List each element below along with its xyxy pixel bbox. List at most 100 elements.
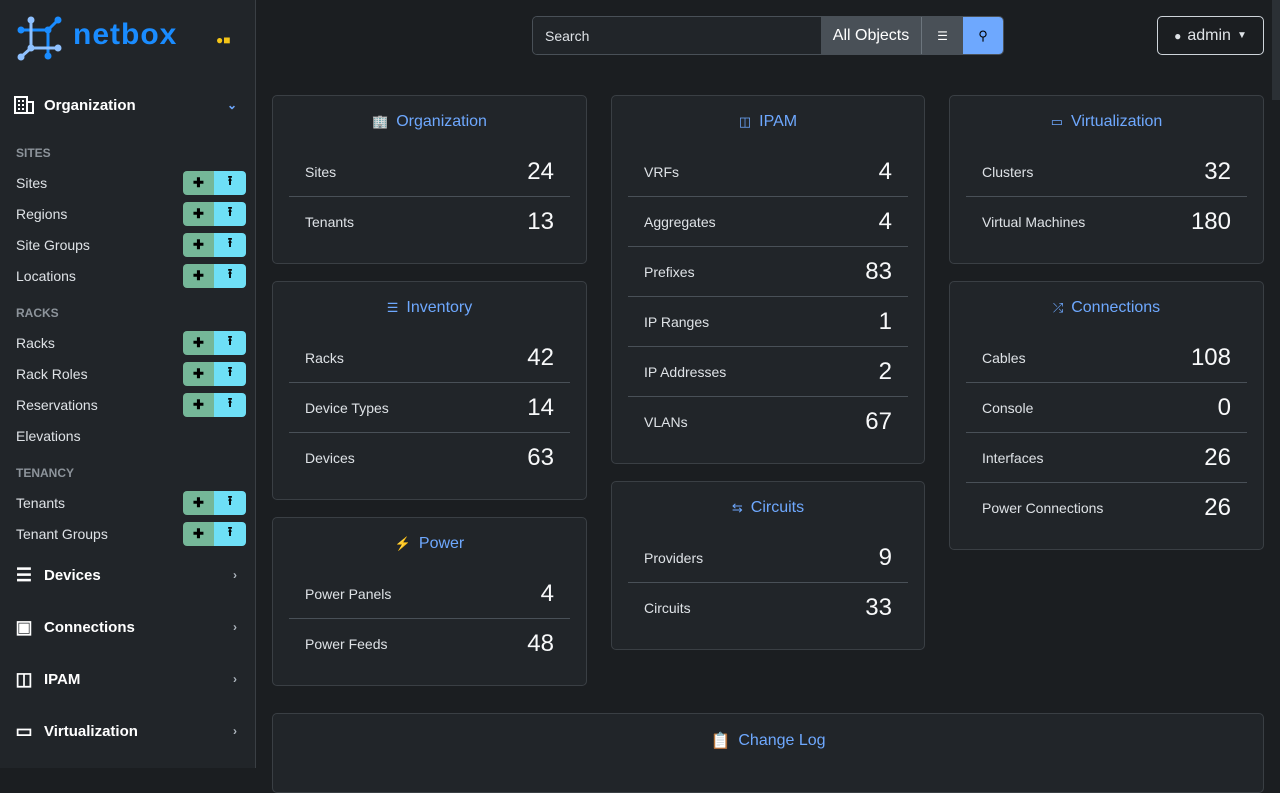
card-ipam: ◫ IPAM VRFs 4 Aggregates 4 Prefixes 83 IP Ranges…: [611, 95, 925, 464]
stat-row[interactable]: Sites 24: [289, 147, 570, 197]
stat-count: 0: [1217, 393, 1231, 421]
stat-row[interactable]: Devices 63: [289, 433, 570, 483]
stat-row[interactable]: Clusters 32: [966, 147, 1247, 197]
stat-row[interactable]: Power Panels 4: [289, 569, 570, 619]
stat-row[interactable]: Device Types 14: [289, 383, 570, 433]
import-button[interactable]: ⭱: [214, 202, 246, 226]
import-button[interactable]: ⭱: [214, 362, 246, 386]
chevron-right-icon: ›: [233, 724, 237, 738]
building-icon: 🏢: [372, 113, 389, 129]
nav-item[interactable]: Locations ✚ ⭱: [0, 260, 255, 291]
stat-label: Cables: [982, 349, 1026, 366]
import-button[interactable]: ⭱: [214, 233, 246, 257]
logo[interactable]: netbox ●■: [0, 0, 255, 79]
nav-item-label: Sites: [16, 174, 48, 191]
stat-label: VLANs: [644, 414, 688, 430]
nav-item-label: Locations: [16, 267, 76, 284]
nav-item[interactable]: Reservations ✚ ⭱: [0, 389, 255, 420]
stat-row[interactable]: IP Addresses 2: [628, 347, 908, 397]
nav-ipam[interactable]: ◫ IPAM ›: [0, 653, 255, 705]
nav-item-label: Rack Roles: [16, 365, 88, 382]
stat-row[interactable]: Console 0: [966, 383, 1247, 433]
stat-label: Power Feeds: [305, 636, 388, 652]
nav-virtualization[interactable]: ▭ Virtualization ›: [0, 705, 255, 757]
stat-label: IP Ranges: [644, 313, 710, 330]
transit-icon: ⇆: [731, 499, 743, 515]
nav-label: IPAM: [44, 670, 81, 688]
stat-row[interactable]: Power Feeds 48: [289, 619, 570, 669]
ethernet-icon: ▣: [15, 616, 33, 637]
stat-row[interactable]: Cables 108: [966, 333, 1247, 383]
search-scope-select[interactable]: All Objects: [821, 17, 922, 54]
add-button[interactable]: ✚: [183, 522, 214, 546]
nav-item-label: Reservations: [16, 396, 98, 413]
add-button[interactable]: ✚: [183, 491, 214, 515]
stat-row[interactable]: Providers 9: [628, 533, 908, 583]
add-button[interactable]: ✚: [183, 171, 214, 195]
stat-label: Prefixes: [644, 263, 695, 280]
stat-count: 67: [865, 408, 892, 435]
card-title: Virtualization: [1070, 112, 1163, 130]
nav-item[interactable]: Racks ✚ ⭱: [0, 327, 255, 358]
pin-icon[interactable]: ●■: [216, 33, 231, 47]
import-button[interactable]: ⭱: [214, 491, 246, 515]
stat-row[interactable]: IP Ranges 1: [628, 297, 908, 347]
stat-label: Racks: [305, 349, 344, 366]
user-menu-button[interactable]: ● admin ▼: [1157, 16, 1264, 55]
stat-row[interactable]: Aggregates 4: [628, 197, 908, 247]
clipboard-clock-icon: 📋: [710, 733, 731, 750]
nav-devices[interactable]: ☰ Devices ›: [0, 549, 255, 601]
add-button[interactable]: ✚: [183, 202, 214, 226]
card-virtualization: ▭ Virtualization Clusters 32 Virtual Machine…: [949, 95, 1264, 264]
nav-connections[interactable]: ▣ Connections ›: [0, 601, 255, 653]
monitor-icon: ▭: [15, 720, 33, 741]
filter-icon: ☰: [937, 28, 948, 43]
stat-row[interactable]: Virtual Machines 180: [966, 197, 1247, 247]
scrollbar[interactable]: [1272, 0, 1280, 100]
nav-organization[interactable]: Organization ⌄: [0, 79, 255, 131]
add-button[interactable]: ✚: [183, 264, 214, 288]
nav-item[interactable]: Sites ✚ ⭱: [0, 167, 255, 198]
import-button[interactable]: ⭱: [214, 522, 246, 546]
add-button[interactable]: ✚: [183, 393, 214, 417]
stat-row[interactable]: Tenants 13: [289, 197, 570, 247]
stat-label: Circuits: [644, 600, 691, 616]
card-inventory: ☰ Inventory Racks 42 Device Types 14 Devices 63: [272, 281, 587, 500]
nav-item[interactable]: Site Groups ✚ ⭱: [0, 229, 255, 260]
nav-item[interactable]: Tenants ✚ ⭱: [0, 487, 255, 518]
nav-item[interactable]: Elevations: [0, 420, 255, 451]
stat-label: Device Types: [305, 399, 389, 416]
stat-row[interactable]: Racks 42: [289, 333, 570, 383]
add-button[interactable]: ✚: [183, 331, 214, 355]
nav-item[interactable]: Tenant Groups ✚ ⭱: [0, 518, 255, 549]
import-button[interactable]: ⭱: [214, 393, 246, 417]
monitor-icon: ▭: [1050, 113, 1063, 129]
stat-label: Clusters: [982, 163, 1034, 180]
nav-label: Devices: [44, 566, 101, 584]
stat-row[interactable]: Interfaces 26: [966, 433, 1247, 483]
filter-button[interactable]: ☰: [922, 17, 963, 54]
stat-count: 32: [1204, 157, 1231, 185]
stat-row[interactable]: VRFs 4: [628, 147, 908, 197]
stat-row[interactable]: VLANs 67: [628, 397, 908, 447]
cable-icon: ⤮: [1052, 299, 1064, 315]
import-button[interactable]: ⭱: [214, 264, 246, 288]
nav-item[interactable]: Regions ✚ ⭱: [0, 198, 255, 229]
stat-row[interactable]: Power Connections 26: [966, 483, 1247, 533]
add-button[interactable]: ✚: [183, 233, 214, 257]
import-button[interactable]: ⭱: [214, 171, 246, 195]
brand-name: netbox: [73, 18, 178, 51]
add-button[interactable]: ✚: [183, 362, 214, 386]
user-name: admin: [1187, 26, 1231, 44]
nav-item[interactable]: Rack Roles ✚ ⭱: [0, 358, 255, 389]
chevron-right-icon: ›: [233, 568, 237, 582]
search-input[interactable]: Search: [533, 17, 821, 54]
stat-row[interactable]: Circuits 33: [628, 583, 908, 633]
search-button[interactable]: ⚲: [963, 17, 1003, 54]
import-button[interactable]: ⭱: [214, 331, 246, 355]
stat-label: Power Connections: [982, 500, 1104, 516]
stat-row[interactable]: Prefixes 83: [628, 247, 908, 297]
stat-count: 2: [878, 357, 892, 385]
server-icon: ☰: [386, 299, 399, 315]
dashboard-column: ▭ Virtualization Clusters 32 Virtual Machine…: [949, 95, 1264, 550]
